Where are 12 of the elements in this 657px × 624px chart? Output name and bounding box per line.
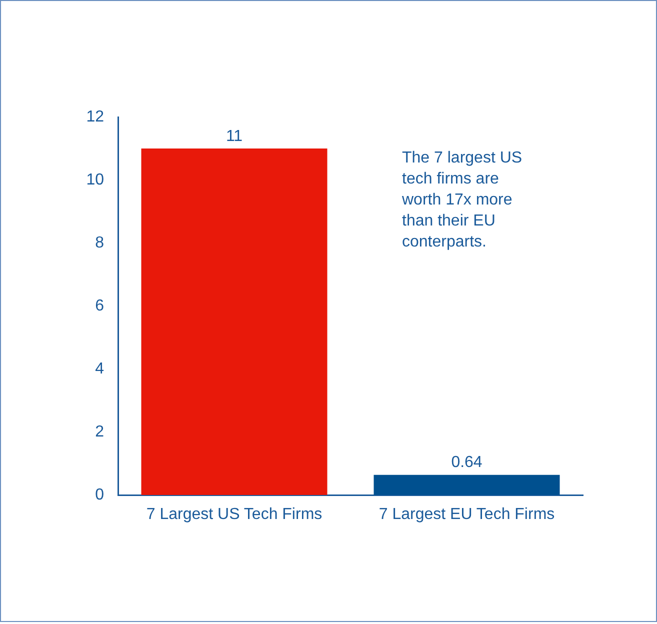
- y-tick-label: 8: [95, 234, 104, 252]
- data-label: 0.64: [451, 454, 482, 472]
- x-tick-label: 7 Largest US Tech Firms: [146, 506, 322, 524]
- data-label: 11: [226, 128, 243, 145]
- x-tick-label: 7 Largest EU Tech Firms: [378, 506, 555, 524]
- y-tick-label: 12: [86, 108, 104, 126]
- annotation: The 7 largest US tech firms are worth 17x more than their EU conterparts.: [401, 149, 522, 250]
- y-tick-label: 2: [95, 423, 104, 440]
- y-tick-label: 4: [95, 360, 104, 378]
- y-tick-label: 10: [86, 171, 104, 188]
- y-tick-label: 0: [95, 486, 104, 504]
- y-tick-label: 6: [95, 297, 104, 314]
